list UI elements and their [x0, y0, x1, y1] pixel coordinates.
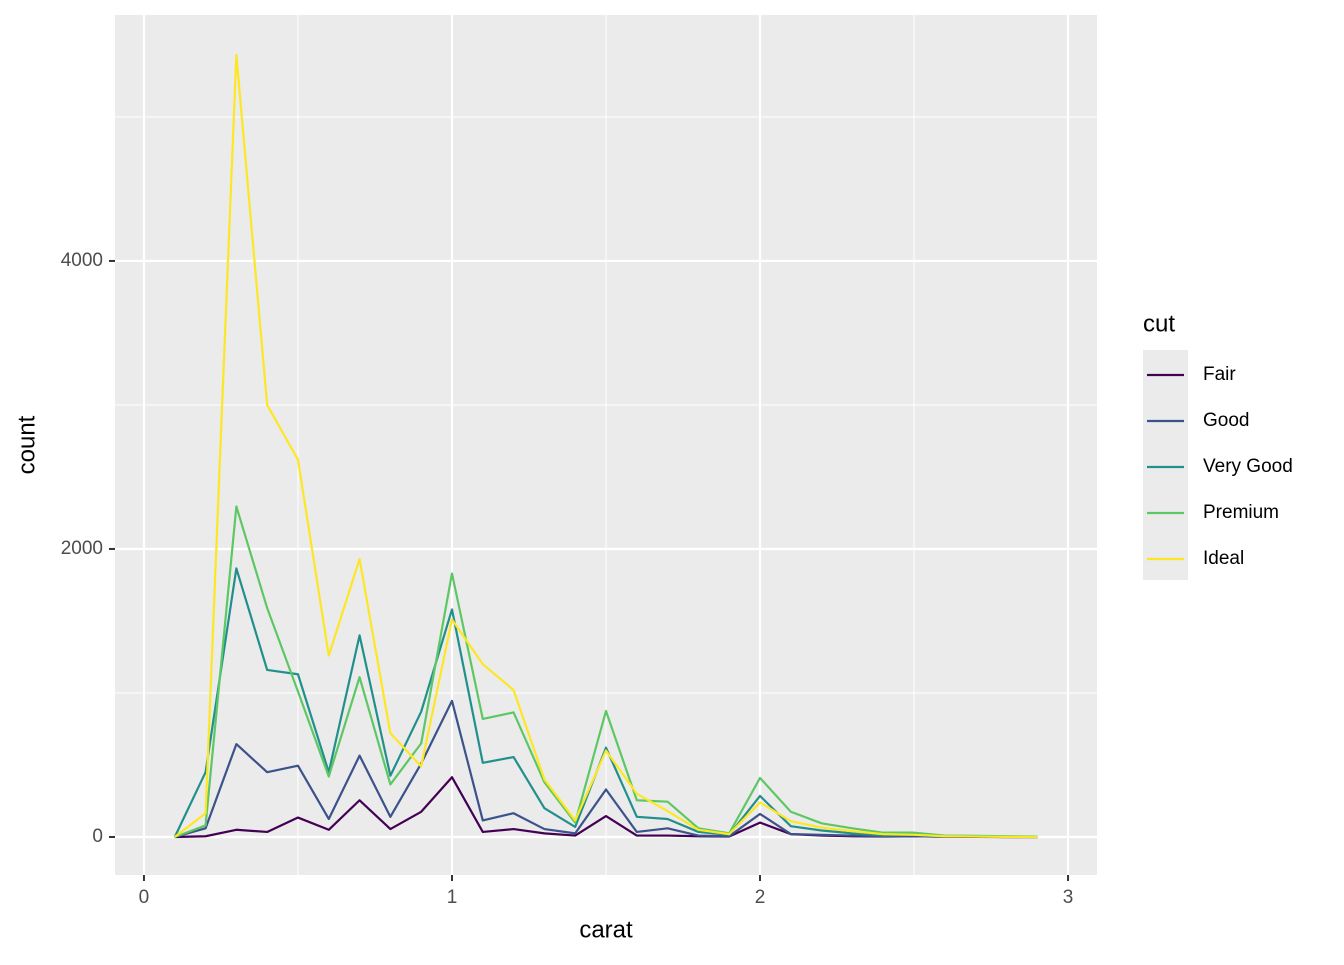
- legend-label: Very Good: [1203, 456, 1293, 477]
- legend-key-box: [1143, 350, 1188, 580]
- series-line: [174, 505, 1038, 839]
- x-axis-label: carat: [579, 916, 633, 943]
- x-tick-label: 3: [1063, 887, 1074, 908]
- y-tick-label: 0: [92, 826, 103, 847]
- lines: [173, 53, 1038, 839]
- x-tick-label: 1: [447, 887, 458, 908]
- x-tick-label: 2: [755, 887, 766, 908]
- y-tick-label: 2000: [61, 538, 103, 559]
- y-axis-label: count: [13, 415, 40, 474]
- legend-label: Fair: [1203, 364, 1236, 385]
- legend-title: cut: [1143, 310, 1175, 337]
- x-tick-label: 0: [139, 887, 150, 908]
- legend-label: Premium: [1203, 502, 1279, 523]
- legend-label: Good: [1203, 410, 1249, 431]
- y-tick-label: 4000: [61, 250, 103, 271]
- series-line: [174, 53, 1038, 839]
- legend: Fair Good Very Good Premium Ideal: [1147, 364, 1293, 569]
- legend-label: Ideal: [1203, 548, 1244, 569]
